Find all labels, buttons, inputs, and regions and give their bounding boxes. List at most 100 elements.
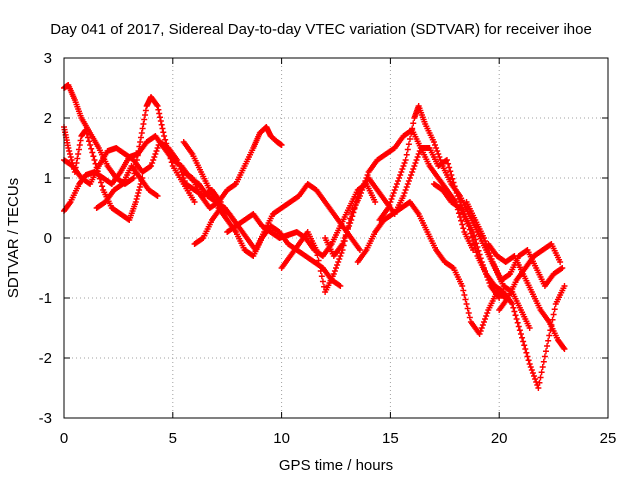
series-sat-a <box>61 82 198 205</box>
data-point <box>155 106 162 113</box>
data-point <box>512 312 519 319</box>
data-point <box>350 209 357 216</box>
data-point <box>75 151 82 157</box>
data-point <box>314 252 321 259</box>
data-point <box>149 160 156 166</box>
data-point <box>528 367 535 373</box>
data-point <box>561 346 568 352</box>
data-point <box>488 256 495 262</box>
data-point <box>82 127 89 133</box>
data-point <box>487 253 494 259</box>
data-point <box>515 323 522 330</box>
data-point <box>464 305 471 312</box>
data-point <box>76 142 83 148</box>
data-point <box>524 353 531 360</box>
data-point <box>405 178 412 184</box>
data-point <box>137 139 144 145</box>
data-point <box>408 130 415 137</box>
data-point <box>476 331 483 337</box>
data-point <box>174 157 181 163</box>
data-point <box>478 325 485 331</box>
data-point <box>278 142 285 148</box>
data-point <box>175 160 182 166</box>
data-point <box>411 163 418 169</box>
data-point <box>544 343 551 349</box>
data-point <box>91 157 98 163</box>
x-tick-label: 25 <box>600 430 617 447</box>
data-point <box>559 265 566 271</box>
data-point <box>134 193 141 199</box>
data-point <box>509 301 516 307</box>
data-point <box>75 146 82 153</box>
series-sat-k <box>322 145 503 301</box>
data-point <box>67 154 74 160</box>
y-tick-label: -2 <box>39 350 52 367</box>
data-point <box>73 160 80 166</box>
data-point <box>331 268 338 274</box>
data-point <box>389 193 396 199</box>
data-point <box>406 175 413 181</box>
data-point <box>522 346 529 352</box>
data-point <box>146 163 153 170</box>
data-point <box>465 310 472 316</box>
data-point <box>336 256 343 262</box>
data-point <box>390 190 397 196</box>
data-point <box>337 283 344 289</box>
data-point <box>349 213 356 220</box>
data-point <box>313 247 320 253</box>
data-point <box>483 313 490 319</box>
data-point <box>177 166 184 172</box>
data-point <box>87 142 94 148</box>
data-point <box>403 151 410 158</box>
data-point <box>527 364 534 370</box>
data-point <box>135 190 142 196</box>
data-point <box>465 223 472 229</box>
data-point <box>410 166 417 172</box>
data-point <box>406 136 413 142</box>
data-point <box>529 370 536 376</box>
data-point <box>132 199 139 205</box>
y-axis-label: SDTVAR / TECUs <box>5 178 22 298</box>
data-point <box>405 141 412 148</box>
series-sat-q <box>496 241 564 313</box>
data-point <box>531 373 538 379</box>
data-point <box>408 172 415 178</box>
data-point <box>153 148 160 154</box>
data-point <box>484 310 491 316</box>
data-point <box>148 163 155 169</box>
series-sat-g <box>180 139 344 289</box>
data-point <box>466 314 473 321</box>
data-point <box>66 148 73 154</box>
series-sat-e <box>93 163 161 211</box>
data-point <box>386 202 393 208</box>
data-point <box>396 175 403 181</box>
data-point <box>401 160 408 166</box>
data-point <box>526 325 533 331</box>
chart-title: Day 041 of 2017, Sidereal Day-to-day VTE… <box>50 21 592 38</box>
data-point <box>157 118 164 124</box>
data-point <box>333 265 339 271</box>
data-point <box>77 137 84 144</box>
data-point <box>469 234 475 241</box>
data-point <box>551 306 558 313</box>
data-point <box>140 121 147 127</box>
data-point <box>142 107 149 114</box>
data-point <box>447 168 454 175</box>
data-point <box>137 134 144 141</box>
data-point <box>510 304 517 311</box>
data-point <box>66 151 73 157</box>
data-point <box>84 134 91 141</box>
data-point <box>151 154 158 160</box>
data-point <box>446 164 453 171</box>
plot-frame <box>63 57 609 419</box>
data-point <box>472 245 479 252</box>
data-point <box>176 163 183 169</box>
data-point <box>471 241 478 248</box>
data-point <box>355 190 362 197</box>
data-point <box>393 181 400 187</box>
data-point <box>549 316 556 323</box>
data-point <box>316 262 323 269</box>
x-tick-label: 10 <box>273 430 290 447</box>
data-point <box>385 205 392 211</box>
